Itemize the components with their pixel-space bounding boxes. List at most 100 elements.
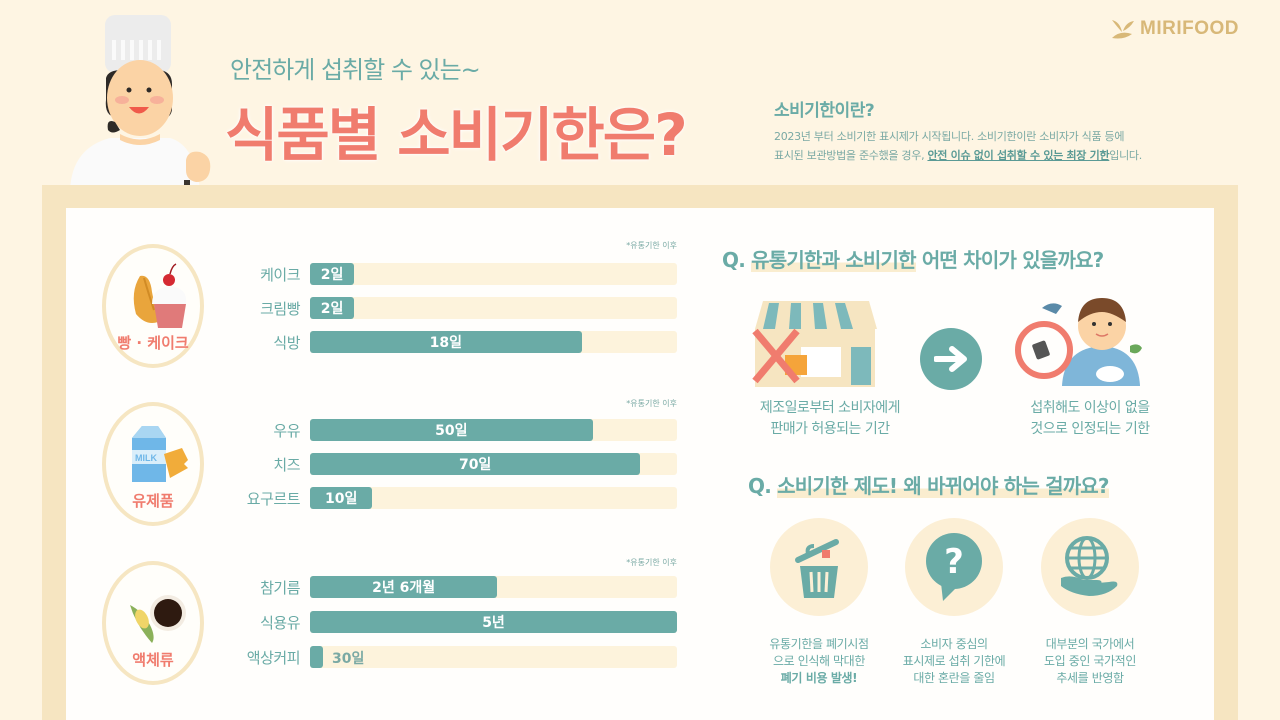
bar-fill: 2일	[310, 297, 355, 319]
bar-row: 요구르트 10일	[230, 487, 677, 509]
brand-logo-text: MIRIFOOD	[1140, 18, 1239, 39]
caption-line: 섭취해도 이상이 없을	[1030, 400, 1150, 416]
reason-line: 폐기 비용 발생!	[780, 671, 858, 685]
food-name: 치즈	[273, 455, 300, 474]
category-badge: 액체류	[102, 561, 204, 685]
bar-row: 액상커피 30일	[230, 646, 677, 668]
sell-by-caption: 제조일로부터 소비자에게 판매가 허용되는 기간	[730, 398, 930, 440]
q-prefix: Q.	[722, 248, 752, 272]
reason-line: 추세를 반영함	[1056, 671, 1124, 685]
reason-text: 대부분의 국가에서 도입 중인 국가적인 추세를 반영함	[1030, 636, 1150, 687]
info-line-1: 2023년 부터 소비기한 표시제가 시작됩니다. 소비기한이란 소비자가 식품…	[774, 130, 1125, 143]
bar-row: 우유 50일	[230, 419, 677, 441]
reason-icon-circle	[770, 518, 868, 616]
bar-fill: 10일	[310, 487, 373, 509]
question-bubble-icon: ?	[926, 533, 982, 601]
svg-text:?: ?	[944, 542, 964, 582]
croissant-cupcake-icon	[133, 263, 187, 328]
bar-fill: 2일	[310, 263, 355, 285]
bar-row: 식용유 5년	[230, 611, 677, 633]
reason-line: 으로 인식해 막대한	[773, 654, 865, 668]
sprout-hand-icon	[1112, 20, 1134, 39]
bar-track: 2일	[310, 263, 677, 285]
corn-coffee-icon	[130, 595, 186, 643]
bar-track: 5년	[310, 611, 677, 633]
page-subtitle: 안전하게 섭취할 수 있는~	[230, 56, 481, 84]
bar-track: 70일	[310, 453, 677, 475]
reason-line: 유통기한을 폐기시점	[769, 637, 869, 651]
info-title: 소비기한이란?	[774, 101, 875, 121]
reason-line: 도입 중인 국가적인	[1044, 654, 1136, 668]
svg-text:MILK: MILK	[135, 453, 157, 463]
info-line-2-pre: 표시된 보관방법을 준수했을 경우,	[774, 149, 928, 162]
food-name: 요구르트	[246, 489, 301, 508]
category-label: 유제품	[132, 492, 174, 510]
bar-row: 케이크 2일	[230, 263, 677, 285]
info-line-2-post: 입니다.	[1109, 149, 1142, 162]
food-name: 우유	[273, 421, 300, 440]
reason-line: 소비자 중심의	[920, 637, 988, 651]
bar-fill: 50일	[310, 419, 593, 441]
reason-icon-circle: ?	[905, 518, 1003, 616]
info-highlight: 안전 이슈 없이 섭취할 수 있는 최장 기한	[927, 149, 1110, 162]
why-question: Q. 소비기한 제도! 왜 바뀌어야 하는 걸까요?	[748, 470, 1110, 499]
globe-hand-icon	[1061, 536, 1118, 596]
category-badge: 빵 · 케이크	[102, 244, 204, 368]
reason-line: 표시제로 섭취 기한에	[902, 654, 1006, 668]
food-name: 식방	[273, 333, 300, 352]
bar-track: 50일	[310, 419, 677, 441]
bar-fill: 18일	[310, 331, 582, 353]
info-text: 2023년 부터 소비기한 표시제가 시작됩니다. 소비기한이란 소비자가 식품…	[774, 127, 1142, 165]
reason-item: 대부분의 국가에서 도입 중인 국가적인 추세를 반영함	[1030, 518, 1150, 687]
bar-track: 18일	[310, 331, 677, 353]
footnote: *유통기한 이후	[626, 241, 677, 250]
difference-question: Q. 유통기한과 소비기한 어떤 차이가 있을까요?	[722, 244, 1104, 273]
bar-fill: 70일	[310, 453, 641, 475]
bar-fill: 5년	[310, 611, 677, 633]
category-bread-cake: 빵 · 케이크 *유통기한 이후 케이크 2일 크림빵 2일 식방 18일	[100, 240, 680, 380]
bar-track: 10일	[310, 487, 677, 509]
reason-line: 대한 혼란을 줄임	[913, 671, 995, 685]
caption-line: 것으로 인정되는 기한	[1030, 421, 1150, 437]
bar-track: 30일	[310, 646, 677, 668]
footnote: *유통기한 이후	[626, 399, 677, 408]
food-name: 크림빵	[260, 299, 300, 318]
category-label: 빵 · 케이크	[117, 334, 189, 352]
food-name: 식용유	[260, 613, 300, 632]
info-line-2: 표시된 보관방법을 준수했을 경우, 안전 이슈 없이 섭취할 수 있는 최장 …	[774, 146, 1142, 165]
page-title: 식품별 소비기한은?	[225, 101, 688, 169]
q-highlight: 소비기한 제도! 왜 바뀌어야 하는 걸까요?	[777, 474, 1110, 498]
bar-track: 2일	[310, 297, 677, 319]
store-crossed-icon	[752, 301, 877, 387]
bar-value: 30일	[332, 651, 365, 667]
category-liquids: 액체류 *유통기한 이후 참기름 2년 6개월 식용유 5년 액상커피 30일	[100, 557, 680, 697]
food-name: 액상커피	[246, 648, 301, 667]
trash-can-icon	[795, 539, 839, 598]
reason-icon-circle	[1041, 518, 1139, 616]
q-highlight: 유통기한과 소비기한	[751, 248, 917, 272]
q-suffix: 어떤 차이가 있을까요?	[915, 248, 1104, 272]
reason-text: 소비자 중심의 표시제로 섭취 기한에 대한 혼란을 줄임	[894, 636, 1014, 687]
food-name: 참기름	[260, 578, 300, 597]
caption-line: 제조일로부터 소비자에게	[759, 400, 901, 416]
bar-track: 2년 6개월	[310, 576, 677, 598]
caption-line: 판매가 허용되는 기간	[770, 421, 890, 437]
reason-line: 대부분의 국가에서	[1045, 637, 1135, 651]
milk-cheese-icon: MILK	[132, 426, 188, 482]
bar-fill: 2년 6개월	[310, 576, 498, 598]
reason-text: 유통기한을 폐기시점 으로 인식해 막대한 폐기 비용 발생!	[759, 636, 879, 687]
brand-logo[interactable]: MIRIFOOD	[1110, 16, 1239, 42]
category-dairy: MILK 유제품 *유통기한 이후 우유 50일 치즈 70일 요구르트 10일	[100, 398, 680, 538]
reason-item: ? 소비자 중심의 표시제로 섭취 기한에 대한 혼란을 줄임	[894, 518, 1014, 687]
food-name: 케이크	[260, 265, 300, 284]
bar-row: 치즈 70일	[230, 453, 677, 475]
reason-item: 유통기한을 폐기시점 으로 인식해 막대한 폐기 비용 발생!	[759, 518, 879, 687]
footnote: *유통기한 이후	[626, 558, 677, 567]
category-label: 액체류	[132, 651, 174, 669]
category-badge: MILK 유제품	[102, 402, 204, 526]
use-by-caption: 섭취해도 이상이 없을 것으로 인정되는 기한	[1000, 398, 1180, 440]
person-eating-icon	[1015, 298, 1142, 386]
bar-fill	[310, 646, 323, 668]
arrow-right-icon	[920, 328, 982, 390]
chef-illustration	[70, 15, 211, 190]
